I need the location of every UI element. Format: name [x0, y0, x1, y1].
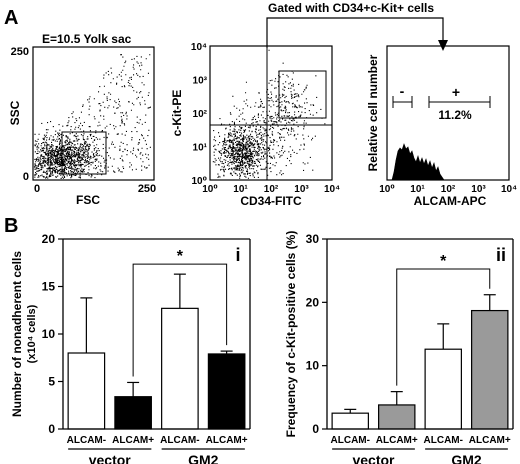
scatter-plot-cd34-ckit: 10⁰ 10¹ 10² 10³ 10⁴ 10⁰ 10¹ 10² 10³ 10⁴ CD34-FITC…: [170, 42, 340, 208]
plot1-title: E=10.5 Yolk sac: [42, 32, 132, 46]
plot3-x-tick: 10³: [471, 184, 486, 195]
panel-a-label: A: [4, 7, 18, 29]
bar: [161, 307, 199, 430]
category-label: ALCAM-: [67, 435, 106, 446]
panel-b-label: B: [4, 215, 18, 237]
positive-percent: 11.2%: [438, 108, 472, 122]
plot2-x-tick: 10¹: [233, 184, 248, 195]
plot3-x-tick: 10⁴: [501, 184, 517, 195]
y-tick-label: 20: [306, 295, 320, 309]
gate-label: Gated with CD34+c-Kit+ cells: [268, 1, 434, 15]
y-tick-label: 10: [306, 359, 320, 373]
group-label: GM2: [451, 452, 482, 464]
category-label: ALCAM-: [331, 435, 370, 446]
plot3-ylabel: Relative cell number: [366, 54, 380, 171]
category-label: ALCAM+: [206, 435, 248, 446]
category-label: ALCAM+: [469, 435, 511, 446]
plot2-y-tick: 10⁰: [191, 176, 207, 187]
significance-mark: *: [177, 248, 184, 265]
y-tick-label: 20: [42, 232, 56, 246]
y-tick-label: 10: [42, 327, 56, 341]
bar-chart-i: 0 5 10 15 20 ALCAM- ALCAM+ ALCAM- ALCAM+ vector GM…: [10, 232, 251, 464]
plot1-xlabel: FSC: [76, 193, 100, 207]
bar: [424, 348, 462, 430]
bar: [378, 404, 416, 430]
plot2-xlabel: CD34-FITC: [240, 194, 302, 208]
plot2-x-tick: 10⁴: [324, 184, 340, 195]
category-label: ALCAM-: [424, 435, 463, 446]
scatter-plot-fsc-ssc: E=10.5 Yolk sac 250 0 0 250 FSC SSC: [8, 32, 156, 207]
panel-numeral: i: [235, 245, 240, 265]
plot2-y-tick: 10²: [193, 109, 208, 120]
bar: [471, 309, 509, 430]
y-tick-label: 5: [48, 375, 55, 389]
plot1-y-tick-bottom: 0: [23, 171, 29, 183]
gate-box-fsc-ssc: [61, 131, 107, 175]
plot2-y-tick: 10¹: [193, 143, 208, 154]
plot2-y-tick: 10⁴: [191, 42, 207, 53]
bar: [114, 396, 152, 430]
plot2-x-tick: 10²: [264, 184, 279, 195]
positive-gate-label: +: [452, 84, 460, 100]
y-tick-label: 0: [312, 422, 319, 436]
bar: [67, 352, 106, 430]
category-label: ALCAM+: [112, 435, 154, 446]
y-axis-unit: (x10⁴ cells): [26, 304, 38, 363]
group-label: vector: [352, 452, 395, 464]
plot2-x-tick: 10⁰: [202, 184, 218, 195]
panel-numeral: ii: [496, 245, 506, 265]
scatter-events-fsc-ssc: [34, 54, 151, 179]
negative-gate-marker: -: [392, 83, 413, 108]
category-label: ALCAM-: [160, 435, 199, 446]
plot1-x-tick-right: 250: [138, 183, 156, 195]
y-tick-label: 0: [48, 422, 55, 436]
significance-mark: *: [440, 253, 447, 270]
plot3-x-tick: 10¹: [410, 184, 425, 195]
plot1-ylabel: SSC: [8, 100, 22, 125]
histogram-alcam: - + 11.2% 10⁰ 10¹ 10² 10³ 10⁴ ALCAM-APC Rela…: [366, 45, 517, 208]
plot1-x-tick-left: 0: [34, 183, 40, 195]
bar-chart-ii: 0 10 20 30 ALCAM- ALCAM+ ALCAM- ALCAM+ vector GM2…: [284, 231, 514, 464]
scatter-events-cd34-ckit: [212, 49, 326, 179]
bar: [331, 412, 369, 430]
gate-box-cd34-ckit: [278, 70, 327, 119]
significance-bracket: [396, 268, 491, 386]
plot3-x-tick: 10⁰: [379, 184, 395, 195]
group-label: vector: [89, 452, 132, 464]
negative-gate-label: -: [400, 83, 405, 99]
plot3-x-tick: 10²: [441, 184, 456, 195]
y-tick-label: 30: [306, 232, 320, 246]
plot3-xlabel: ALCAM-APC: [414, 194, 487, 208]
alcam-histogram: [391, 143, 445, 181]
plot2-ylabel: c-Kit-PE: [170, 90, 184, 137]
significance-bracket: [132, 263, 228, 377]
plot2-y-tick: 10³: [193, 76, 208, 87]
positive-gate-marker: + 11.2%: [428, 84, 491, 122]
plot2-x-tick: 10³: [294, 184, 309, 195]
category-label: ALCAM+: [376, 435, 418, 446]
gate-annotation: Gated with CD34+c-Kit+ cells: [266, 1, 448, 51]
bar: [207, 353, 246, 430]
group-label: GM2: [188, 452, 219, 464]
y-axis-label: Number of nonadherent cells: [10, 251, 24, 417]
y-tick-label: 15: [42, 280, 56, 294]
plot1-y-tick-top: 250: [11, 46, 29, 58]
y-axis-label: Frequency of c-Kit-positive cells (%): [284, 231, 298, 438]
